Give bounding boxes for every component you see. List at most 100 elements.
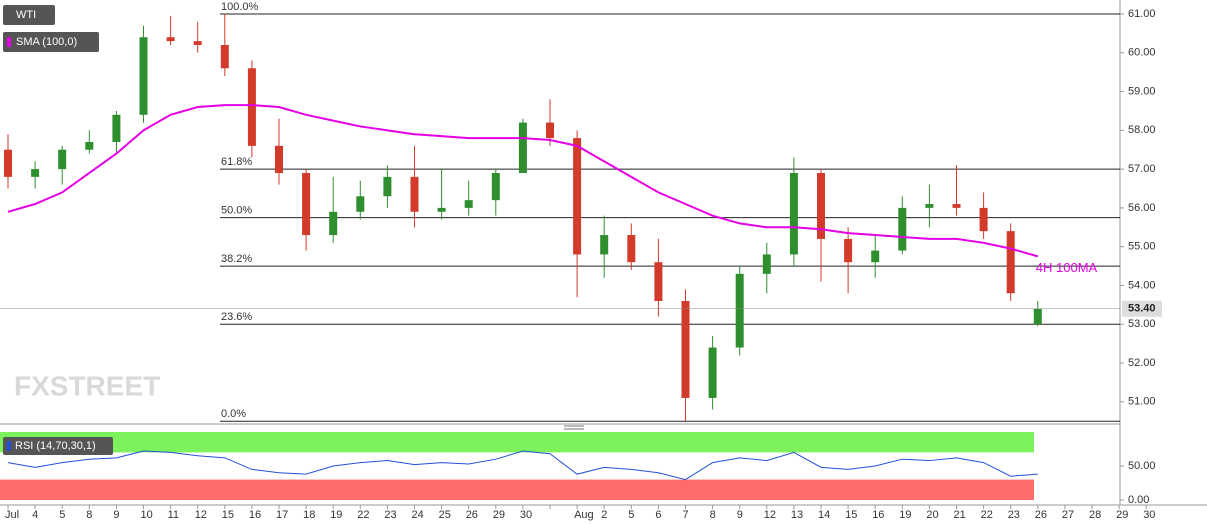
candle-body (383, 176, 392, 197)
x-tick-label: 9 (737, 509, 743, 521)
candle-body (817, 172, 825, 239)
legend-swatch (7, 441, 11, 451)
candle-body (247, 68, 256, 146)
candle-body (85, 141, 94, 150)
x-tick-label: 30 (1143, 509, 1155, 521)
legend-label: WTI (16, 9, 36, 21)
y-tick-label: 58.00 (1128, 124, 1156, 136)
candle-body (925, 204, 934, 208)
y-tick-label: 52.00 (1128, 357, 1156, 369)
candle-body (681, 300, 690, 398)
x-tick-label: 29 (1116, 509, 1128, 521)
x-tick-label: Aug (574, 509, 594, 521)
x-tick-label: 10 (141, 509, 153, 521)
candle-body (762, 254, 771, 274)
candle-body (410, 176, 419, 212)
x-tick-label: 12 (195, 509, 207, 521)
y-tick-label: 59.00 (1128, 85, 1156, 97)
x-tick-label: 26 (1035, 509, 1047, 521)
x-tick-label: 20 (926, 509, 938, 521)
candle-body (735, 273, 744, 348)
x-tick-label: 15 (222, 509, 234, 521)
x-tick-label: Jul (5, 509, 19, 521)
legend-label: SMA (100,0) (16, 36, 77, 48)
y-tick-label: 53.00 (1128, 318, 1156, 330)
y-tick-label: 51.00 (1128, 396, 1156, 408)
x-tick-label: 9 (113, 509, 119, 521)
legend-box (3, 5, 55, 25)
x-tick-label: 16 (249, 509, 261, 521)
x-tick-label: 16 (872, 509, 884, 521)
fib-label: 61.8% (221, 156, 252, 168)
x-tick-label: 14 (818, 509, 830, 521)
x-tick-label: 27 (1062, 509, 1074, 521)
x-tick-label: 26 (466, 509, 478, 521)
x-tick-label: 23 (384, 509, 396, 521)
x-tick-label: 6 (655, 509, 661, 521)
y-tick-label: 57.00 (1128, 163, 1156, 175)
sma-line (7, 104, 1039, 258)
x-tick-label: 7 (683, 509, 689, 521)
x-tick-label: 5 (59, 509, 65, 521)
legend-box (3, 32, 99, 52)
candle-body (302, 172, 311, 236)
y-tick-label: 54.00 (1128, 279, 1156, 291)
candle-body (139, 37, 148, 115)
candle-body (58, 149, 67, 170)
candle-body (979, 207, 988, 232)
candle-body (193, 41, 202, 45)
candle-body (789, 172, 798, 255)
candle-body (356, 196, 365, 212)
fib-label: 100.0% (221, 1, 259, 13)
candle-body (437, 207, 446, 212)
y-tick-label: 50.00 (1128, 460, 1156, 472)
x-tick-label: 28 (1089, 509, 1101, 521)
x-tick-label: 4 (32, 509, 38, 521)
candle-body (1033, 308, 1042, 325)
candle-body (31, 169, 40, 177)
legend-box (3, 437, 113, 455)
x-tick-label: 22 (357, 509, 369, 521)
fib-label: 23.6% (221, 311, 252, 323)
candle-body (844, 238, 853, 263)
candle-body (708, 347, 717, 398)
candle-body (518, 122, 527, 173)
y-tick-label: 56.00 (1128, 202, 1156, 214)
x-tick-label: 21 (954, 509, 966, 521)
x-tick-label: 12 (764, 509, 776, 521)
x-tick-label: 18 (303, 509, 315, 521)
x-tick-label: 19 (899, 509, 911, 521)
x-tick-label: 2 (601, 509, 607, 521)
y-tick-label: 61.00 (1128, 8, 1156, 20)
last-price-label: 53.40 (1128, 303, 1156, 315)
candle-body (464, 200, 473, 208)
plot-layer: 51.00 52.00 53.00 54.00 55.00 56.00 57.00 58.00… (0, 1, 1162, 521)
x-tick-label: 24 (412, 509, 424, 521)
rsi-line (7, 450, 1038, 481)
candle-body (4, 149, 12, 177)
candle-body (220, 44, 229, 69)
candle-body (546, 122, 554, 139)
x-tick-label: 8 (710, 509, 716, 521)
watermark: FXSTREET (14, 370, 160, 401)
candle-body (329, 211, 338, 236)
x-tick-label: 11 (168, 509, 179, 521)
x-tick-label: 25 (439, 509, 451, 521)
candle-body (898, 207, 907, 251)
annotation: 4H 100MA (1036, 260, 1098, 275)
rsi-band (0, 479, 1034, 500)
candle-body (600, 235, 609, 255)
x-tick-label: 29 (493, 509, 505, 521)
legend-swatch (7, 37, 11, 47)
candle-body (491, 172, 500, 201)
x-tick-label: 30 (520, 509, 532, 521)
candle-body (275, 145, 283, 173)
candle-body (112, 114, 121, 142)
legend-label: RSI (14,70,30,1) (15, 440, 96, 452)
y-tick-label: 0.00 (1128, 494, 1149, 506)
x-tick-label: 19 (330, 509, 342, 521)
candle-body (952, 204, 961, 208)
x-tick-label: 15 (845, 509, 857, 521)
x-tick-label: 8 (86, 509, 92, 521)
